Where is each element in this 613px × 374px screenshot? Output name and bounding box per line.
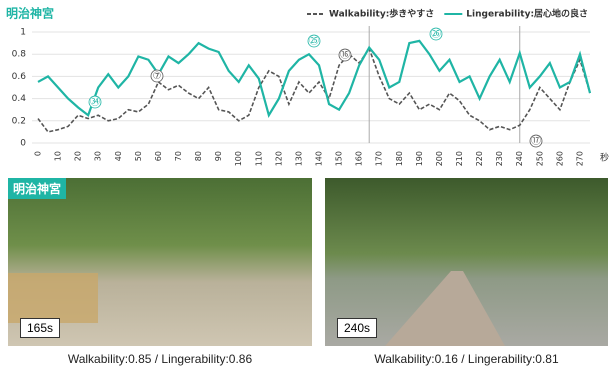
photo-caption: Walkability:0.85 / Lingerability:0.86 bbox=[67, 352, 253, 366]
y-tick-label: 1 bbox=[20, 28, 26, 38]
annotation-circle bbox=[88, 95, 102, 109]
x-tick-label: 140 bbox=[315, 151, 324, 166]
y-tick-label: 0.6 bbox=[12, 72, 27, 82]
legend-label: Lingerability:居心地の良さ bbox=[466, 8, 588, 20]
photo-time: 165s bbox=[20, 318, 61, 338]
legend-label: Walkability:歩きやすさ bbox=[329, 8, 434, 20]
annotation: ㉖ bbox=[431, 28, 441, 40]
x-tick-label: 70 bbox=[174, 151, 183, 161]
annotation-circle bbox=[429, 27, 443, 41]
photo-time: 240s bbox=[337, 318, 378, 338]
x-tick-label: 30 bbox=[94, 151, 103, 161]
x-tick-label: 90 bbox=[214, 151, 223, 161]
annotation-circle bbox=[338, 48, 352, 62]
x-tick-label: 120 bbox=[274, 151, 283, 166]
x-tick-label: 60 bbox=[154, 151, 163, 161]
annotation: ⑯ bbox=[340, 49, 350, 61]
x-tick-label: 250 bbox=[535, 151, 544, 166]
x-tick-label: 50 bbox=[134, 151, 143, 161]
x-tick-label: 190 bbox=[415, 151, 424, 166]
x-tick-label: 0 bbox=[34, 151, 43, 156]
x-tick-label: 220 bbox=[475, 151, 484, 166]
series-line bbox=[37, 39, 592, 119]
y-tick-label: 0.2 bbox=[12, 116, 26, 126]
x-tick-label: 150 bbox=[335, 151, 344, 166]
x-tick-label: 270 bbox=[575, 151, 584, 166]
x-tick-label: 180 bbox=[395, 151, 404, 166]
path bbox=[385, 271, 505, 346]
x-tick-label: 160 bbox=[355, 151, 364, 166]
x-tick-label: 40 bbox=[114, 151, 123, 161]
chart: 明治神宮 秒 Walkability:歩きやすさ Lingerability:居心… bbox=[6, 6, 609, 167]
annotation-circle bbox=[150, 69, 164, 83]
y-tick-label: 0.4 bbox=[12, 94, 27, 104]
annotation: ⑰ bbox=[531, 135, 541, 147]
x-tick-label: 80 bbox=[194, 151, 203, 161]
x-tick-label: 200 bbox=[435, 151, 444, 166]
x-tick-label: 100 bbox=[234, 151, 243, 166]
x-tick-label: 230 bbox=[495, 151, 504, 166]
photo: 240s bbox=[325, 178, 608, 346]
x-tick-label: 240 bbox=[515, 151, 524, 166]
legend: Walkability:歩きやすさ Lingerability:居心地の良さ bbox=[307, 8, 588, 20]
annotation-circle bbox=[529, 134, 543, 148]
annotation: ⑦ bbox=[153, 71, 162, 82]
x-tick-label: 170 bbox=[375, 151, 384, 166]
x-tick-label: 260 bbox=[555, 151, 564, 166]
annotation-circle bbox=[307, 34, 321, 48]
annotation: ㉕ bbox=[309, 35, 319, 47]
y-tick-label: 0.8 bbox=[12, 50, 27, 60]
x-tick-label: 130 bbox=[294, 151, 303, 166]
x-tick-label: 210 bbox=[455, 151, 464, 166]
annotation: ㉞ bbox=[90, 96, 100, 108]
x-tick-label: 10 bbox=[54, 151, 63, 161]
y-tick-label: 0 bbox=[20, 139, 26, 149]
photo-caption: Walkability:0.16 / Lingerability:0.81 bbox=[374, 352, 559, 366]
bridge bbox=[8, 273, 98, 323]
x-tick-label: 20 bbox=[74, 151, 83, 161]
photo: 明治神宮 165s bbox=[8, 178, 312, 346]
series-line bbox=[37, 46, 591, 133]
photo-place: 明治神宮 bbox=[8, 178, 67, 199]
x-unit: 秒 bbox=[600, 152, 609, 164]
x-tick-label: 110 bbox=[254, 151, 263, 166]
chart-title: 明治神宮 bbox=[6, 6, 54, 21]
